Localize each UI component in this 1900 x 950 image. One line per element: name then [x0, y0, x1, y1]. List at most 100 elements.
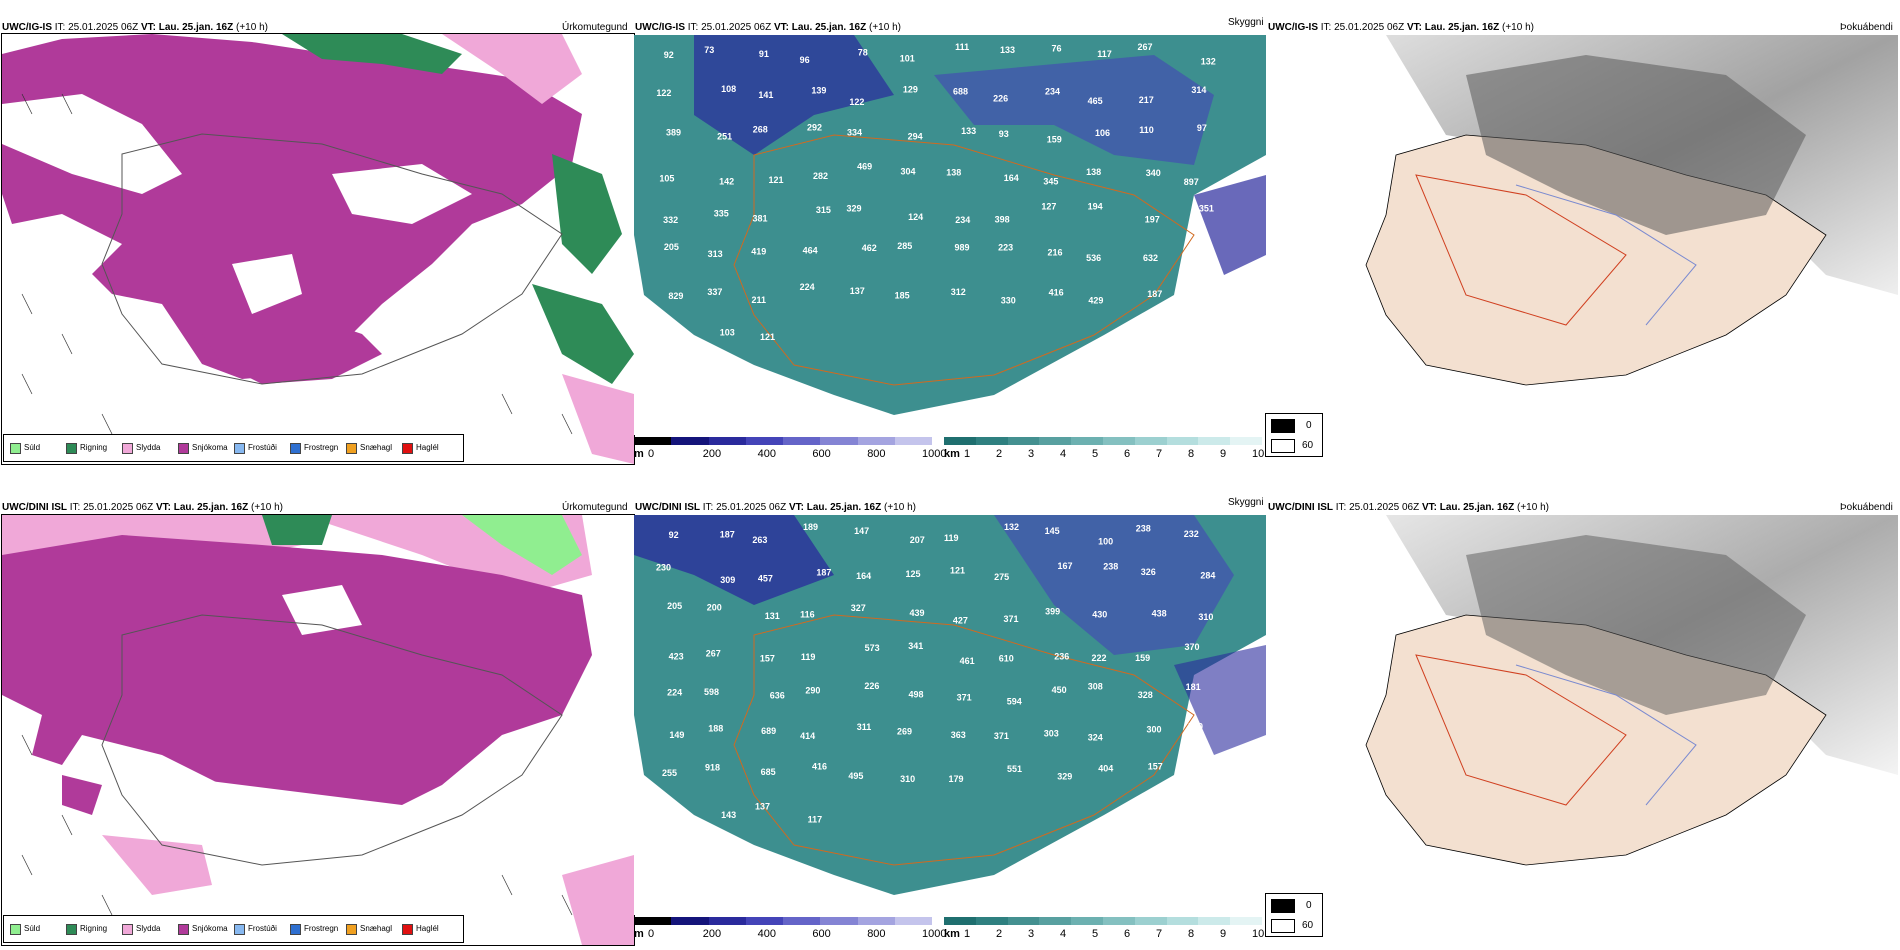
visibility-value-label: 111 [955, 42, 969, 52]
colorbar-segment [783, 917, 822, 925]
legend-label: Frostregn [304, 924, 339, 933]
it-value: 25.01.2025 06Z [83, 502, 154, 513]
visibility-value-label: 462 [862, 243, 877, 253]
fog-map[interactable] [1266, 35, 1898, 435]
run-info-header: UWC/DINI ISL IT: 25.01.2025 06Z VT: Lau.… [2, 502, 283, 514]
visibility-value-label: 145 [1045, 526, 1060, 536]
panel-title-fog: Þokuábendi [1840, 22, 1893, 33]
it-label: IT: [1320, 22, 1332, 33]
visibility-value-label: 416 [812, 761, 827, 771]
sleet-area [442, 34, 634, 464]
colorbar-segment [975, 437, 1009, 445]
lead-time: (+10 h) [1517, 502, 1549, 513]
snow-area [2, 34, 582, 384]
visibility-value-label: 438 [1152, 609, 1167, 619]
legend-swatch [402, 924, 413, 935]
visibility-value-label: 117 [808, 814, 823, 824]
visibility-value-label: 234 [955, 215, 970, 225]
visibility-value-label: 167 [1057, 561, 1072, 571]
colorbar-unit: km [944, 448, 960, 460]
vt-label: VT: [155, 502, 171, 513]
visibility-value-label: 308 [1088, 681, 1103, 691]
visibility-value-label: 371 [957, 692, 972, 702]
colorbar-tick-label: 9 [1220, 448, 1227, 460]
colorbar-segment [1134, 917, 1168, 925]
wind-barbs [21, 734, 573, 916]
visibility-value-label: 450 [1052, 685, 1067, 695]
it-value: 25.01.2025 06Z [701, 22, 772, 33]
visibility-value-label: 238 [1103, 562, 1118, 572]
visibility-value-label: 224 [667, 688, 682, 698]
precip-type-map[interactable]: Súld Rigning Slydda Snjókoma Frostúði Frostre… [1, 514, 635, 946]
visibility-value-label: 430 [1092, 609, 1107, 619]
visibility-value-label: 536 [1086, 253, 1101, 263]
lead-time: (+10 h) [1502, 22, 1534, 33]
visibility-value-label: 97 [1200, 292, 1210, 302]
visibility-value-label: 610 [999, 654, 1014, 664]
visibility-value-label: 159 [1135, 653, 1150, 663]
visibility-value-label: 217 [1139, 95, 1154, 105]
visibility-map[interactable]: 92 73 91 96 78 101 111 133 76 117 267 132 122 108 141 1… [634, 35, 1266, 435]
visibility-value-label: 185 [895, 291, 910, 301]
panel-title-fog: Þokuábendi [1840, 502, 1893, 513]
panel-title-visibility: Skyggni [1228, 17, 1264, 28]
visibility-value-label: 147 [854, 526, 869, 536]
fog-map[interactable] [1266, 515, 1898, 915]
colorbar-segment [1007, 437, 1041, 445]
visibility-value-label: 897 [1184, 177, 1199, 187]
colorbar-tick-label: 600 [812, 928, 831, 940]
visibility-value-label: 137 [850, 286, 865, 296]
model-name: UWC/DINI ISL [2, 502, 67, 513]
visibility-map[interactable]: 92 187 263 189 147 207 119 132 145 100 238 232 230 30… [634, 515, 1266, 915]
visibility-value-label: 164 [856, 571, 871, 581]
visibility-value-label: 310 [900, 774, 915, 784]
visibility-value-label: 332 [663, 215, 678, 225]
it-value: 25.01.2025 06Z [1334, 22, 1405, 33]
colorbar-tick-label: 800 [867, 928, 886, 940]
visibility-value-label: 240 [672, 807, 687, 817]
colorbar-segment [634, 437, 673, 445]
visibility-value-label: 187 [720, 530, 735, 540]
visibility-value-label: 92 [669, 530, 679, 540]
it-label: IT: [687, 22, 699, 33]
visibility-value-label: 465 [1088, 96, 1103, 106]
colorbar-segment [975, 917, 1009, 925]
visibility-value-label: 414 [800, 731, 815, 741]
rain-area [282, 34, 634, 384]
colorbar-segment [944, 917, 977, 925]
legend-swatch [234, 443, 245, 454]
visibility-value-label: 275 [994, 572, 1009, 582]
colorbar-segment [857, 917, 896, 925]
visibility-value-label: 124 [908, 212, 923, 222]
visibility-value-label: 345 [1043, 176, 1058, 186]
visibility-value-label: 110 [1139, 125, 1154, 135]
visibility-value-label: 138 [1086, 167, 1101, 177]
colorbar-segment [671, 917, 710, 925]
coastline [101, 614, 563, 866]
legend-label: Snjókoma [192, 443, 228, 452]
colorbar-tick-label: 2 [996, 928, 1003, 940]
vt-label: VT: [788, 502, 804, 513]
colorbar-segment [1230, 917, 1263, 925]
precip-type-legend: Súld Rigning Slydda Snjókoma Frostúði Frostre… [3, 915, 464, 943]
panel-title-precip-type: Úrkomutegund [562, 22, 628, 33]
colorbar-tick-label: 5 [1092, 928, 1099, 940]
visibility-value-label: 594 [1007, 696, 1022, 706]
colorbar-tick-label: 3 [1028, 448, 1035, 460]
visibility-value-label: 97 [1197, 123, 1207, 133]
visibility-value-label: 381 [753, 214, 768, 224]
visibility-value-label: 132 [1201, 57, 1216, 67]
legend-swatch [402, 443, 413, 454]
visibility-value-label: 138 [946, 167, 961, 177]
visibility-value-label: 313 [708, 249, 723, 259]
run-info-header: UWC/IG-IS IT: 25.01.2025 06Z VT: Lau. 25… [635, 22, 901, 34]
colorbar-segment [1166, 437, 1200, 445]
visibility-colorbar-m: m 0 200 400 600 800 1000 [634, 917, 946, 941]
colorbar-segment [1071, 437, 1104, 445]
visibility-value-label: 142 [719, 176, 734, 186]
precip-type-map[interactable]: Súld Rigning Slydda Snjókoma Frostúði Frostre… [1, 33, 635, 465]
vt-value: Lau. 25.jan. 16Z [173, 502, 249, 513]
visibility-value-label: 498 [909, 689, 924, 699]
visibility-value-label: 141 [758, 90, 773, 100]
visibility-value-label: 226 [864, 681, 879, 691]
